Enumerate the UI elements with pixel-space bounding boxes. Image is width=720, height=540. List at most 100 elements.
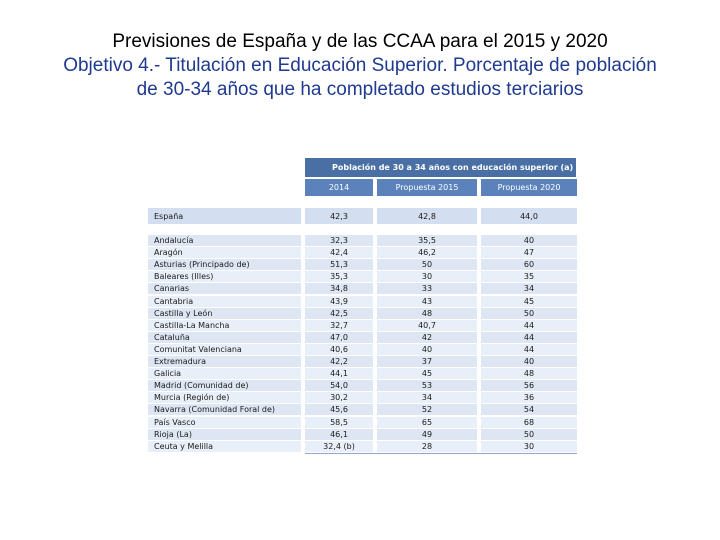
table-row: Baleares (Illes) 35,3 30 35 [148, 271, 578, 283]
row-label: Murcia (Región de) [148, 392, 301, 404]
value-2020: 34 [481, 283, 577, 295]
value-2015: 49 [377, 428, 477, 440]
value-2014: 51,3 [305, 259, 373, 271]
value-2020: 44 [481, 331, 577, 343]
value-2020: 40 [481, 356, 577, 367]
row-label: España [148, 208, 301, 224]
value-2020: 50 [481, 307, 577, 319]
value-2014: 40,6 [305, 343, 373, 355]
table-row: Cantabria 43,9 43 45 [148, 295, 578, 307]
value-2020: 44,0 [481, 208, 577, 224]
table-row: Ceuta y Melilla 32,4 (b) 28 30 [148, 440, 578, 452]
title-line-1: Previsiones de España y de las CCAA para… [112, 31, 608, 52]
value-2014: 42,3 [305, 208, 373, 224]
table-row: Murcia (Región de) 30,2 34 36 [148, 392, 578, 404]
value-2014: 34,8 [305, 283, 373, 295]
value-2020: 56 [481, 380, 577, 392]
value-2015: 37 [377, 356, 477, 367]
value-2015: 33 [377, 283, 477, 295]
value-2015: 34 [377, 392, 477, 404]
row-label: Cataluña [148, 331, 301, 343]
title-line-3: de 30-34 años que ha completado estudios… [136, 79, 584, 100]
table-row: Andalucía 32,3 35,5 40 [148, 235, 578, 246]
value-2015: 28 [377, 440, 477, 452]
value-2015: 46,2 [377, 247, 477, 259]
value-2014: 45,6 [305, 404, 373, 416]
row-label: Madrid (Comunidad de) [148, 380, 301, 392]
value-2015: 65 [377, 416, 477, 428]
table-title: Población de 30 a 34 años con educación … [305, 158, 576, 177]
value-2020: 36 [481, 392, 577, 404]
title-line-2: Objetivo 4.- Titulación en Educación Sup… [63, 55, 657, 76]
table-bottom-rule [305, 452, 577, 454]
table-row: Galicia 44,1 45 48 [148, 368, 578, 380]
column-header-2014: 2014 [305, 179, 373, 196]
value-2020: 48 [481, 368, 577, 380]
table-row: Rioja (La) 46,1 49 50 [148, 428, 578, 440]
value-2015: 50 [377, 259, 477, 271]
row-label: Canarias [148, 283, 301, 295]
row-label: País Vasco [148, 416, 301, 428]
table-row: País Vasco 58,5 65 68 [148, 416, 578, 428]
value-2014: 44,1 [305, 368, 373, 380]
column-header-propuesta-2015: Propuesta 2015 [377, 179, 477, 196]
row-label: Asturias (Principado de) [148, 259, 301, 271]
table-row: Madrid (Comunidad de) 54,0 53 56 [148, 380, 578, 392]
value-2015: 40,7 [377, 319, 477, 331]
value-2015: 48 [377, 307, 477, 319]
value-2014: 47,0 [305, 331, 373, 343]
table-row: Asturias (Principado de) 51,3 50 60 [148, 259, 578, 271]
slide-title: Previsiones de España y de las CCAA para… [0, 30, 720, 102]
value-2020: 50 [481, 428, 577, 440]
value-2015: 30 [377, 271, 477, 283]
value-2015: 40 [377, 343, 477, 355]
table-row-espana: España 42,3 42,8 44,0 [148, 208, 578, 224]
value-2014: 43,9 [305, 295, 373, 307]
row-label: Ceuta y Melilla [148, 440, 301, 452]
value-2020: 60 [481, 259, 577, 271]
row-label: Cantabria [148, 295, 301, 307]
row-label: Baleares (Illes) [148, 271, 301, 283]
value-2015: 53 [377, 380, 477, 392]
value-2015: 42,8 [377, 208, 477, 224]
table-row: Castilla y León 42,5 48 50 [148, 307, 578, 319]
value-2015: 43 [377, 295, 477, 307]
value-2020: 40 [481, 235, 577, 246]
value-2015: 42 [377, 331, 477, 343]
row-label: Rioja (La) [148, 428, 301, 440]
value-2020: 54 [481, 404, 577, 416]
value-2020: 44 [481, 319, 577, 331]
value-2015: 45 [377, 368, 477, 380]
row-label: Galicia [148, 368, 301, 380]
value-2014: 58,5 [305, 416, 373, 428]
value-2014: 32,3 [305, 235, 373, 246]
value-2014: 35,3 [305, 271, 373, 283]
column-header-propuesta-2020: Propuesta 2020 [481, 179, 577, 196]
value-2014: 30,2 [305, 392, 373, 404]
value-2014: 42,5 [305, 307, 373, 319]
row-label: Extremadura [148, 356, 301, 367]
value-2020: 44 [481, 343, 577, 355]
table-row: Comunitat Valenciana 40,6 40 44 [148, 343, 578, 355]
table-row: Navarra (Comunidad Foral de) 45,6 52 54 [148, 404, 578, 416]
table-row: Aragón 42,4 46,2 47 [148, 247, 578, 259]
value-2014: 42,4 [305, 247, 373, 259]
row-label: Comunitat Valenciana [148, 343, 301, 355]
value-2014: 54,0 [305, 380, 373, 392]
value-2020: 30 [481, 440, 577, 452]
value-2020: 68 [481, 416, 577, 428]
row-label: Andalucía [148, 235, 301, 246]
value-2014: 32,4 (b) [305, 440, 373, 452]
row-label: Castilla-La Mancha [148, 319, 301, 331]
row-label: Navarra (Comunidad Foral de) [148, 404, 301, 416]
table-row: Castilla-La Mancha 32,7 40,7 44 [148, 319, 578, 331]
value-2020: 47 [481, 247, 577, 259]
table-row: Canarias 34,8 33 34 [148, 283, 578, 295]
value-2015: 35,5 [377, 235, 477, 246]
value-2020: 45 [481, 295, 577, 307]
value-2015: 52 [377, 404, 477, 416]
value-2014: 46,1 [305, 428, 373, 440]
table-row: Extremadura 42,2 37 40 [148, 356, 578, 367]
value-2020: 35 [481, 271, 577, 283]
row-label: Aragón [148, 247, 301, 259]
